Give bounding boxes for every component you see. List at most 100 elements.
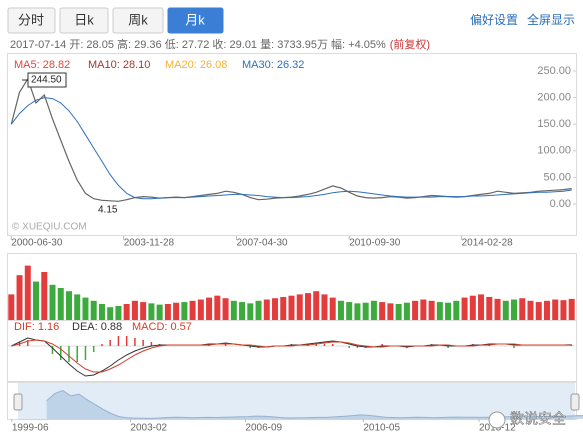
volume-bar xyxy=(511,299,518,320)
macd-bar xyxy=(92,346,95,352)
tab-box[interactable] xyxy=(112,7,164,34)
y-tick-label: 250.00 xyxy=(537,65,571,77)
legend-entry: DEA: 0.88 xyxy=(72,321,122,333)
navigator-handle[interactable] xyxy=(570,393,580,411)
navigator-window[interactable] xyxy=(18,383,575,420)
legend-entry: MA20: 26.08 xyxy=(165,59,227,71)
volume-bar xyxy=(494,298,501,320)
macd-bar xyxy=(323,344,326,346)
volume-bar xyxy=(16,275,23,320)
tab[interactable]: 周k xyxy=(128,12,148,27)
volume-bar xyxy=(272,298,279,320)
y-tick-label: 150.00 xyxy=(537,118,571,130)
volume-bar xyxy=(379,302,386,320)
macd-bar xyxy=(348,346,350,348)
volume-bar xyxy=(98,304,105,320)
watermark: © XUEQIU.COM xyxy=(12,222,87,233)
macd-bar xyxy=(356,346,359,348)
max-annotation: 244.50 xyxy=(31,75,62,86)
volume-bar xyxy=(486,296,493,320)
volume-bar xyxy=(502,300,509,320)
macd-bar xyxy=(331,344,334,346)
volume-bar xyxy=(173,302,180,320)
macd-bar xyxy=(381,344,383,346)
volume-bar xyxy=(181,302,188,320)
volume-bar xyxy=(8,294,15,320)
y-tick-label: 100.00 xyxy=(537,145,571,157)
macd-bar xyxy=(68,346,70,362)
volume-bar xyxy=(395,304,402,320)
volume-bar xyxy=(387,303,394,320)
volume-bar xyxy=(140,302,147,320)
x-tick-label: 2003-11-28 xyxy=(124,238,175,249)
volume-bar xyxy=(288,295,295,320)
macd-line xyxy=(11,337,572,377)
volume-bar xyxy=(280,296,287,320)
tab-active[interactable]: 月k xyxy=(185,12,205,27)
volume-bar xyxy=(313,291,320,320)
macd-bar xyxy=(51,346,54,354)
x-tick-label: 2007-04-30 xyxy=(236,238,288,249)
macd-bar xyxy=(249,346,252,348)
volume-bar xyxy=(189,300,196,320)
tab[interactable]: 日k xyxy=(74,12,94,27)
fullscreen-link[interactable]: 全屏显示 xyxy=(527,12,575,27)
price-line xyxy=(10,97,572,200)
tab[interactable]: 分时 xyxy=(18,12,44,27)
macd-bar xyxy=(150,342,153,346)
macd-bar xyxy=(117,336,120,346)
volume-bar xyxy=(445,302,452,320)
settings-link[interactable]: 偏好设置 xyxy=(470,12,518,27)
navigator-handle[interactable] xyxy=(13,393,23,411)
volume-bar xyxy=(57,288,64,320)
y-tick-label: 0.00 xyxy=(550,198,571,210)
volume-bar xyxy=(206,297,213,320)
volume-bar xyxy=(568,298,575,320)
volume-bar xyxy=(24,265,31,320)
volume-bar xyxy=(90,300,97,320)
volume-bar xyxy=(519,298,526,320)
volume-bar xyxy=(543,300,550,320)
tab-box[interactable] xyxy=(59,7,109,34)
x-tick-label: 2006-09 xyxy=(245,423,282,434)
volume-bar xyxy=(230,300,237,320)
x-tick-label: 2010-09-30 xyxy=(349,238,401,249)
volume-bar xyxy=(370,300,377,320)
macd-bar xyxy=(513,346,515,348)
y-tick-label: 50.00 xyxy=(543,171,571,183)
info-mode: (前复权) xyxy=(390,37,430,51)
macd-frame xyxy=(7,320,577,382)
x-tick-label: 1999-06 xyxy=(12,423,49,434)
chart-layer: 0.00 50.00 100.00 150.00 200.00 250.00 2000-06… xyxy=(8,59,583,434)
macd-bar xyxy=(27,340,29,346)
legend-entry: MA5: 28.82 xyxy=(14,59,70,71)
x-tick-label: 2003-02 xyxy=(130,423,167,434)
macd-bar xyxy=(134,338,136,346)
volume-bar xyxy=(461,297,468,320)
volume-bar xyxy=(321,294,328,320)
macd-bar xyxy=(125,336,128,346)
price-frame xyxy=(7,53,577,236)
tab-box[interactable] xyxy=(7,7,56,34)
min-annotation: 4.15 xyxy=(98,205,118,216)
macd-bar xyxy=(570,345,573,346)
volume-bar xyxy=(74,294,81,320)
volume-bar xyxy=(255,300,262,320)
volume-bar xyxy=(304,293,311,320)
volume-bar xyxy=(156,304,163,320)
tab-box-active[interactable] xyxy=(167,7,224,34)
volume-bar xyxy=(403,302,410,320)
macd-bar xyxy=(59,346,62,360)
volume-bar xyxy=(239,302,246,320)
volume-bar xyxy=(49,284,56,320)
volume-bar xyxy=(107,307,114,320)
volume-bar xyxy=(82,297,89,320)
x-tick-label: 2010-05 xyxy=(363,423,400,434)
volume-bar xyxy=(420,299,427,320)
volume-bar xyxy=(65,291,72,320)
volume-bar xyxy=(346,302,353,320)
volume-bar xyxy=(115,305,122,320)
legend-entry: MA10: 28.10 xyxy=(88,59,150,71)
macd-bar xyxy=(76,346,78,362)
